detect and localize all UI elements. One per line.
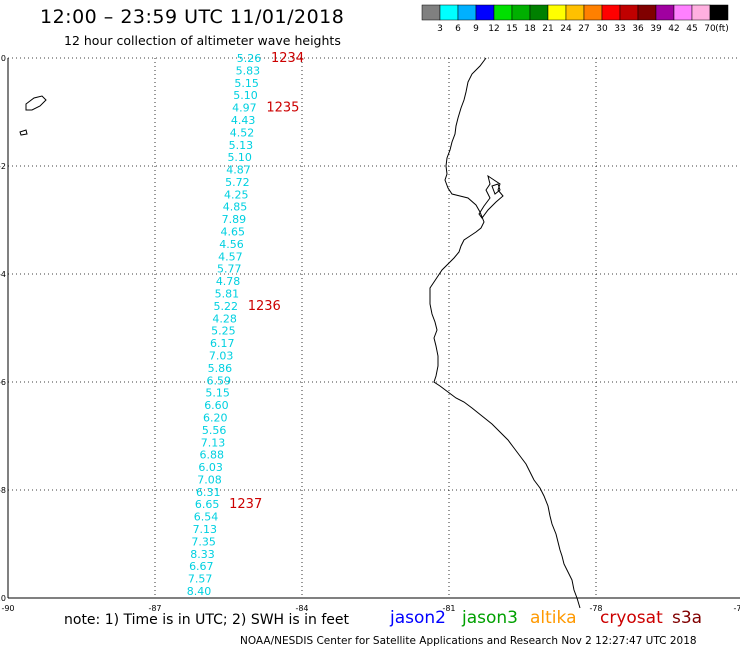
wave-height-value: 6.88 xyxy=(200,449,225,462)
wave-height-value: 7.13 xyxy=(201,436,226,449)
legend-label: 15 xyxy=(506,24,517,34)
legend-label: 27 xyxy=(578,24,589,34)
legend-label: 21 xyxy=(542,24,553,34)
wave-height-value: 7.08 xyxy=(197,473,222,486)
lat-lon-grid xyxy=(7,57,740,599)
legend-label: 6 xyxy=(455,24,461,34)
wave-height-value: 5.56 xyxy=(202,424,227,437)
lon-label: -75 xyxy=(733,604,740,613)
wave-height-value: 5.77 xyxy=(217,263,242,276)
wave-height-value: 7.13 xyxy=(193,523,218,536)
wave-height-value: 4.56 xyxy=(219,238,244,251)
legend-label: 12 xyxy=(488,24,499,34)
wave-height-value: 7.57 xyxy=(188,573,213,586)
wave-height-value: 6.54 xyxy=(194,511,219,524)
wave-height-value: 4.52 xyxy=(230,126,255,139)
wave-height-value: 5.26 xyxy=(237,52,262,65)
page-subtitle: 12 hour collection of altimeter wave hei… xyxy=(64,33,341,48)
mission-s3a: s3a xyxy=(672,608,703,628)
wave-height-value: 4.57 xyxy=(218,250,243,263)
wave-height-value: 5.81 xyxy=(215,288,240,301)
lat-label: -4 xyxy=(0,270,6,279)
wave-height-value: 5.83 xyxy=(236,64,261,77)
wave-height-value: 4.65 xyxy=(220,226,245,239)
legend-label: 36 xyxy=(632,24,644,34)
wave-height-value: 5.15 xyxy=(234,77,259,90)
legend-label: 18 xyxy=(524,24,536,34)
mission-cryosat: cryosat xyxy=(600,608,663,628)
credit-line: NOAA/NESDIS Center for Satellite Applica… xyxy=(240,635,697,647)
wave-height-value: 8.40 xyxy=(187,585,212,598)
page-title: 12:00 – 23:59 UTC 11/01/2018 xyxy=(40,6,345,28)
wave-height-value: 6.31 xyxy=(196,486,221,499)
lon-label: -81 xyxy=(442,604,455,613)
mission-altika: altika xyxy=(530,608,577,628)
pass-time-label: 1234 xyxy=(271,51,304,66)
legend-label: 24 xyxy=(560,24,572,34)
mission-jason2: jason2 xyxy=(390,608,446,628)
mission-jason3: jason3 xyxy=(462,608,518,628)
lon-label: -90 xyxy=(1,604,14,613)
lon-label: -87 xyxy=(148,604,161,613)
lat-label: 0 xyxy=(1,54,6,63)
axis-labels: 0 -2 -4 -6 -8 -10-90 -87 -84 -81 -78 -75 xyxy=(0,54,740,613)
wave-height-value: 4.87 xyxy=(226,164,251,177)
galapagos-islet xyxy=(19,129,28,136)
legend-label: 70 xyxy=(704,24,716,34)
pass-time-label: 1236 xyxy=(248,299,281,314)
legend-label: (ft) xyxy=(715,24,729,34)
wave-height-value: 4.28 xyxy=(212,312,237,325)
coastline xyxy=(19,57,581,609)
wave-height-value: 5.10 xyxy=(233,89,258,102)
legend-label: 30 xyxy=(596,24,608,34)
legend-label: 3 xyxy=(437,24,443,34)
wave-height-value: 7.89 xyxy=(222,213,247,226)
altimeter-track: 5.265.835.155.104.974.434.525.135.104.87… xyxy=(187,52,262,598)
wave-height-value: 4.78 xyxy=(216,275,241,288)
wave-height-value: 5.15 xyxy=(205,387,230,400)
wave-height-value: 6.17 xyxy=(210,337,235,350)
wave-height-value: 5.72 xyxy=(225,176,250,189)
legend-label: 39 xyxy=(650,24,662,34)
legend-label: 33 xyxy=(614,24,625,34)
galapagos-isabela xyxy=(25,95,47,111)
wave-height-value: 6.65 xyxy=(195,498,220,511)
wave-height-value: 6.03 xyxy=(198,461,223,474)
pass-time-labels: 1234 1235 1236 1237 xyxy=(229,51,304,512)
legend-label: 45 xyxy=(686,24,697,34)
gulf-of-guayaquil xyxy=(478,174,504,219)
wave-height-value: 5.10 xyxy=(227,151,252,164)
wave-height-value: 5.25 xyxy=(211,325,236,338)
legend-swatch xyxy=(709,4,729,21)
legend-label: 9 xyxy=(473,24,479,34)
lat-label: -6 xyxy=(0,378,6,387)
wave-height-value: 6.67 xyxy=(189,560,214,573)
puna-island xyxy=(491,183,501,195)
wave-height-value: 5.13 xyxy=(229,139,254,152)
legend-label: 42 xyxy=(668,24,679,34)
wave-height-value: 4.25 xyxy=(224,188,249,201)
lon-label: -84 xyxy=(295,604,308,613)
lon-label: -78 xyxy=(589,604,602,613)
wave-height-value: 5.22 xyxy=(213,300,238,313)
wave-height-value: 4.85 xyxy=(223,201,248,214)
wave-height-value: 5.86 xyxy=(208,362,233,375)
lat-label: -8 xyxy=(0,486,6,495)
wave-height-value: 6.59 xyxy=(207,374,232,387)
pass-time-label: 1237 xyxy=(229,497,262,512)
lat-label: -10 xyxy=(0,594,6,603)
lat-label: -2 xyxy=(0,162,6,171)
pass-time-label: 1235 xyxy=(266,101,299,116)
wave-height-value: 7.35 xyxy=(191,535,216,548)
wave-height-value: 7.03 xyxy=(209,349,234,362)
wave-height-value: 4.97 xyxy=(232,102,257,115)
wave-height-value: 6.20 xyxy=(203,411,228,424)
color-scale-legend: 3 6 9 12 15 18 21 24 27 30 33 36 39 42 45 70 (ft) xyxy=(421,4,729,34)
south-america-coast xyxy=(429,57,581,609)
wave-height-value: 6.60 xyxy=(204,399,229,412)
wave-height-value: 8.33 xyxy=(190,548,215,561)
wave-height-value: 4.43 xyxy=(231,114,256,127)
footnote: note: 1) Time is in UTC; 2) SWH is in fe… xyxy=(64,612,350,628)
